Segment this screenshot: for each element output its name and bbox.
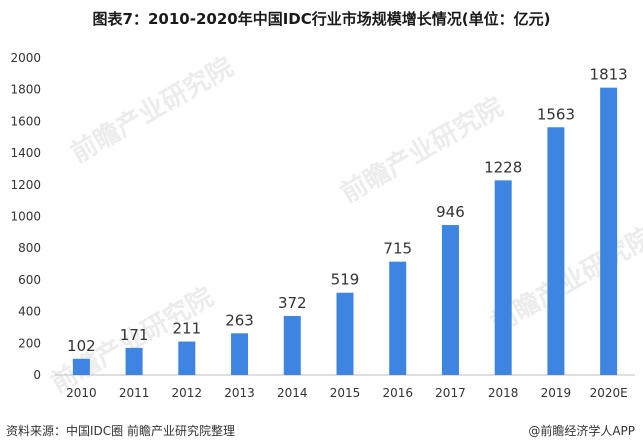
x-tick-label: 2017 (435, 386, 466, 400)
bar (600, 87, 618, 376)
chart-title: 图表7：2010-2020年中国IDC行业市场规模增长情况(单位：亿元) (92, 10, 551, 28)
y-tick-label: 1600 (10, 114, 41, 128)
x-tick-label: 2018 (488, 386, 519, 400)
x-tick-label: 2010 (66, 386, 97, 400)
bar (72, 358, 90, 375)
data-label: 171 (120, 326, 149, 344)
data-label: 1228 (484, 158, 522, 176)
x-tick-label: 2016 (382, 386, 413, 400)
data-label: 263 (225, 311, 254, 329)
data-label: 1563 (537, 105, 575, 123)
bar (125, 347, 143, 375)
bar (178, 341, 196, 375)
bar (389, 261, 407, 375)
y-tick-label: 800 (18, 241, 41, 255)
x-tick-label: 2014 (277, 386, 308, 400)
data-label: 1813 (590, 66, 628, 84)
data-label: 519 (331, 271, 360, 289)
y-tick-label: 200 (18, 336, 41, 350)
bar (547, 127, 565, 376)
y-tick-label: 1000 (10, 210, 41, 224)
y-tick-label: 2000 (10, 51, 41, 65)
x-tick-label: 2020E (590, 386, 628, 400)
bar (494, 180, 512, 375)
x-tick-label: 2011 (119, 386, 150, 400)
x-tick-label: 2012 (172, 386, 203, 400)
y-tick-label: 0 (33, 368, 41, 382)
y-tick-label: 1800 (10, 83, 41, 97)
bar (231, 333, 249, 375)
bar (283, 316, 301, 375)
bar (441, 225, 459, 375)
x-tick-label: 2015 (330, 386, 361, 400)
data-label: 946 (436, 203, 465, 221)
y-tick-label: 1200 (10, 178, 41, 192)
brand-credit: @前瞻经济学人APP (528, 424, 635, 438)
y-tick-label: 400 (18, 305, 41, 319)
y-tick-label: 1400 (10, 146, 41, 160)
data-label: 211 (172, 320, 201, 338)
source-note: 资料来源：中国IDC圈 前瞻产业研究院整理 (6, 424, 235, 438)
data-label: 102 (67, 337, 96, 355)
data-label: 372 (278, 294, 307, 312)
x-tick-label: 2019 (541, 386, 572, 400)
x-tick-label: 2013 (224, 386, 255, 400)
y-tick-label: 600 (18, 273, 41, 287)
bar (336, 292, 354, 375)
data-label: 715 (383, 240, 412, 258)
